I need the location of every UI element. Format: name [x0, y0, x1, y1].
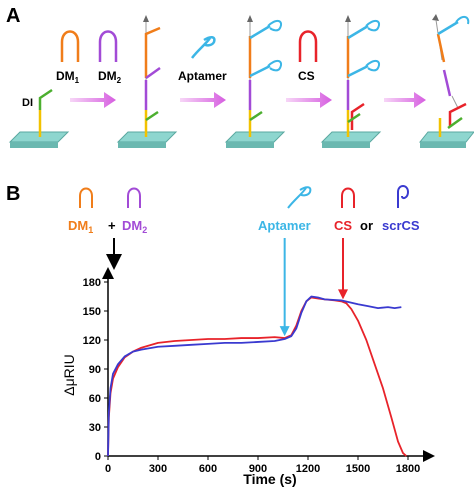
panel-b-dm2-icon	[127, 187, 141, 208]
y-tick-label: 60	[89, 393, 101, 405]
x-tick-label: 1500	[346, 463, 370, 475]
y-tick-label: 150	[83, 306, 101, 318]
x-tick-label: 0	[105, 463, 111, 475]
annotation-arrowhead-aptamer	[279, 326, 290, 337]
dm1-hairpin-icon	[60, 30, 80, 62]
di-label: DI	[22, 97, 33, 109]
panel-b-aptamer-label: Aptamer	[258, 218, 311, 233]
cs-hairpin-icon	[298, 30, 318, 62]
panel-b-scrcs-label: scrCS	[382, 218, 420, 233]
panel-b-dm1-label: DM1	[68, 218, 93, 235]
panel-a-label: A	[6, 5, 20, 27]
y-tick-label: 30	[89, 422, 101, 434]
x-tick-label: 1800	[396, 463, 420, 475]
y-tick-label: 90	[89, 364, 101, 376]
aptamer-icon	[191, 36, 216, 59]
surface-step-2	[116, 15, 178, 148]
step-arrow-4	[384, 92, 426, 108]
surface-step-1	[8, 88, 70, 148]
step-arrow-1	[70, 92, 116, 108]
x-tick-label: 1200	[296, 463, 320, 475]
chart-plot-area: 0 300 600 900 1200 1500 1800 0 30 60 90 120 150 180	[83, 238, 435, 475]
surface-step-4	[320, 15, 382, 148]
x-axis-title: Time (s)	[243, 471, 296, 487]
step-arrow-3	[286, 92, 332, 108]
dm2-hairpin-icon	[98, 30, 118, 62]
x-tick-label: 600	[199, 463, 217, 475]
panel-b-aptamer-icon	[287, 186, 312, 209]
panel-a-dm1-label: DM1	[56, 69, 80, 85]
series-line-1	[107, 296, 407, 457]
panel-a-cs-label: CS	[298, 69, 315, 83]
series-line-2	[107, 295, 402, 457]
step-arrow-2	[180, 92, 226, 108]
y-axis-title: ΔμRIU	[61, 354, 77, 396]
panel-b-scrcs-icon	[397, 185, 410, 208]
panel-b-label: B	[6, 183, 20, 205]
x-tick-label: 900	[249, 463, 267, 475]
panel-a-dm2-label: DM2	[98, 69, 122, 85]
surface-step-3	[224, 15, 286, 148]
panel-b-dm1-icon	[79, 187, 93, 208]
panel-b-dm2-label: DM2	[122, 218, 147, 235]
y-tick-label: 180	[83, 277, 101, 289]
y-tick-label: 0	[95, 451, 101, 463]
panel-a-aptamer-label: Aptamer	[178, 69, 227, 83]
y-tick-label: 120	[83, 335, 101, 347]
panel-b-or-label: or	[360, 218, 373, 233]
panel-b-plus: +	[108, 218, 116, 233]
x-tick-label: 300	[149, 463, 167, 475]
surface-step-5	[418, 14, 474, 148]
annotation-arrowhead-cs	[338, 289, 348, 300]
panel-b-cs-label: CS	[334, 218, 352, 233]
panel-b-cs-icon	[341, 187, 355, 208]
